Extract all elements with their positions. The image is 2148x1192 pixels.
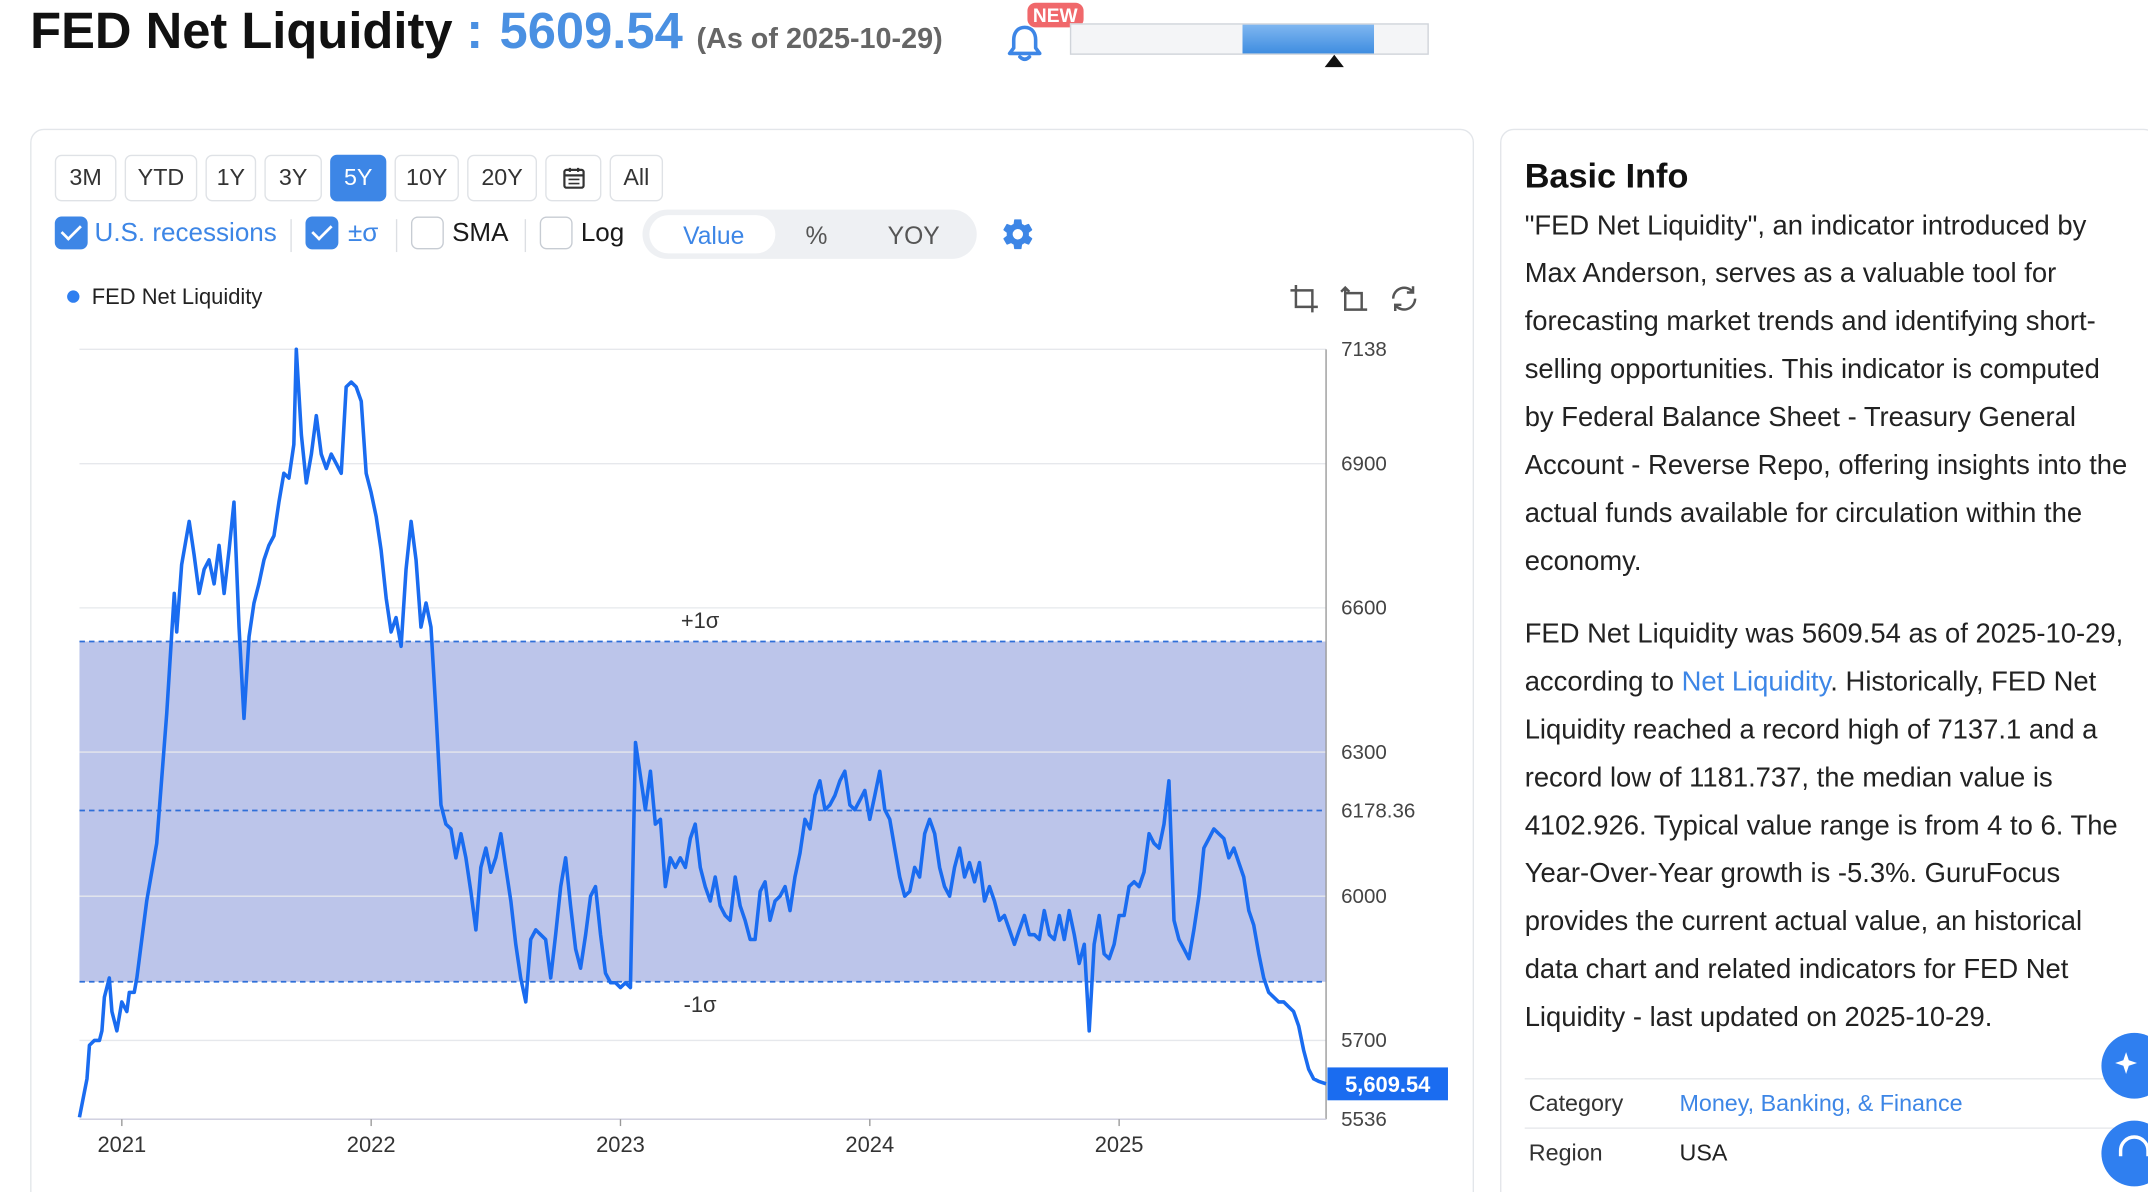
valuation-gauge (1069, 23, 1429, 68)
zoom-reset-icon[interactable] (1337, 282, 1370, 315)
log-label[interactable]: Log (580, 219, 625, 248)
range-3m-button[interactable]: 3M (54, 154, 117, 202)
page-header: FED Net Liquidity : 5609.54 (As of 2025-… (30, 3, 943, 63)
support-chat-button[interactable] (2101, 1120, 2148, 1187)
legend-dot (67, 290, 80, 303)
view-mode-toggle (642, 209, 977, 259)
y-tick-label: 5700 (1341, 1029, 1387, 1052)
view-yoy-tab[interactable]: YOY (887, 221, 940, 250)
plus-sigma-label: +1σ (681, 608, 720, 633)
sigma-band (79, 641, 1327, 982)
crop-zoom-icon[interactable] (1288, 282, 1321, 315)
headset-icon (2118, 1135, 2148, 1157)
y-tick-label: 6000 (1341, 885, 1387, 908)
range-3y-button[interactable]: 3Y (264, 154, 322, 202)
as-of-date: (As of 2025-10-29) (696, 23, 943, 55)
title-colon: : (466, 2, 484, 59)
recessions-checkbox[interactable] (54, 216, 88, 250)
series-line-fed-net-liquidity (77, 347, 1327, 1118)
bell-icon[interactable] (1007, 22, 1043, 63)
recessions-label[interactable]: U.S. recessions (94, 219, 277, 248)
net-liquidity-link[interactable]: Net Liquidity (1681, 667, 1831, 698)
ai-assistant-button[interactable] (2101, 1032, 2148, 1099)
info-paragraph-2: FED Net Liquidity was 5609.54 as of 2025… (1525, 611, 2128, 1043)
info-text: FED Net Liquidity was 5609.54 as of 2025… (1524, 619, 2124, 698)
legend-label: FED Net Liquidity (91, 286, 263, 310)
minus-sigma-label: -1σ (684, 992, 717, 1017)
page-title: FED Net Liquidity (30, 2, 453, 59)
y-tick-label: 5536 (1341, 1108, 1387, 1131)
log-checkbox[interactable] (539, 216, 573, 250)
info-table-row: Region USA (1524, 1127, 2128, 1176)
divider (395, 219, 398, 253)
new-badge: NEW (1027, 2, 1084, 28)
sma-label[interactable]: SMA (452, 219, 509, 248)
last-value-label: 5,609.54 (1345, 1072, 1431, 1097)
y-tick-label: 6900 (1341, 453, 1387, 476)
gauge-fill (1242, 24, 1374, 54)
range-all-button[interactable]: All (609, 154, 664, 202)
refresh-icon[interactable] (1388, 282, 1421, 315)
category-link[interactable]: Money, Banking, & Finance (1679, 1090, 1963, 1117)
view-value-tab[interactable]: Value (683, 221, 745, 250)
calendar-icon (562, 167, 584, 189)
x-tick-label: 2024 (845, 1132, 894, 1157)
category-key: Category (1528, 1090, 1624, 1117)
range-20y-button[interactable]: 20Y (467, 154, 537, 202)
sparkle-icon (2115, 1052, 2138, 1074)
range-ytd-button[interactable]: YTD (124, 154, 198, 202)
view-percent-tab[interactable]: % (805, 221, 828, 250)
x-tick-label: 2022 (347, 1132, 396, 1157)
current-value: 5609.54 (499, 2, 683, 59)
y-tick-label: 6600 (1341, 597, 1387, 620)
info-table-row: Category Money, Banking, & Finance (1524, 1078, 2128, 1127)
region-value: USA (1679, 1139, 1728, 1166)
range-10y-button[interactable]: 10Y (394, 154, 459, 202)
region-key: Region (1528, 1139, 1603, 1166)
divider (524, 219, 527, 253)
gauge-pointer (1325, 54, 1345, 68)
calendar-button[interactable] (545, 154, 602, 202)
y-tick-label: 6300 (1341, 741, 1387, 764)
sigma-label[interactable]: ±σ (347, 219, 379, 248)
info-paragraph-1: "FED Net Liquidity", an indicator introd… (1524, 210, 2128, 577)
sma-checkbox[interactable] (410, 216, 444, 250)
y-tick-label: 6178.36 (1341, 799, 1415, 822)
x-tick-label: 2021 (97, 1132, 146, 1157)
divider (290, 219, 292, 253)
basic-info-heading: Basic Info (1524, 157, 1689, 196)
y-tick-label: 7138 (1341, 338, 1387, 361)
range-5y-button[interactable]: 5Y (330, 154, 387, 202)
chart-legend[interactable]: FED Net Liquidity (67, 286, 262, 311)
info-card (1500, 128, 2148, 1192)
info-text: . Historically, FED Net Liquidity reache… (1524, 667, 2118, 1033)
last-value-badge (1327, 1067, 1448, 1101)
settings-gear-icon[interactable] (1000, 216, 1036, 252)
x-tick-label: 2025 (1095, 1132, 1144, 1157)
range-1y-button[interactable]: 1Y (205, 154, 257, 202)
x-tick-label: 2023 (596, 1132, 645, 1157)
sigma-checkbox[interactable] (305, 216, 339, 250)
